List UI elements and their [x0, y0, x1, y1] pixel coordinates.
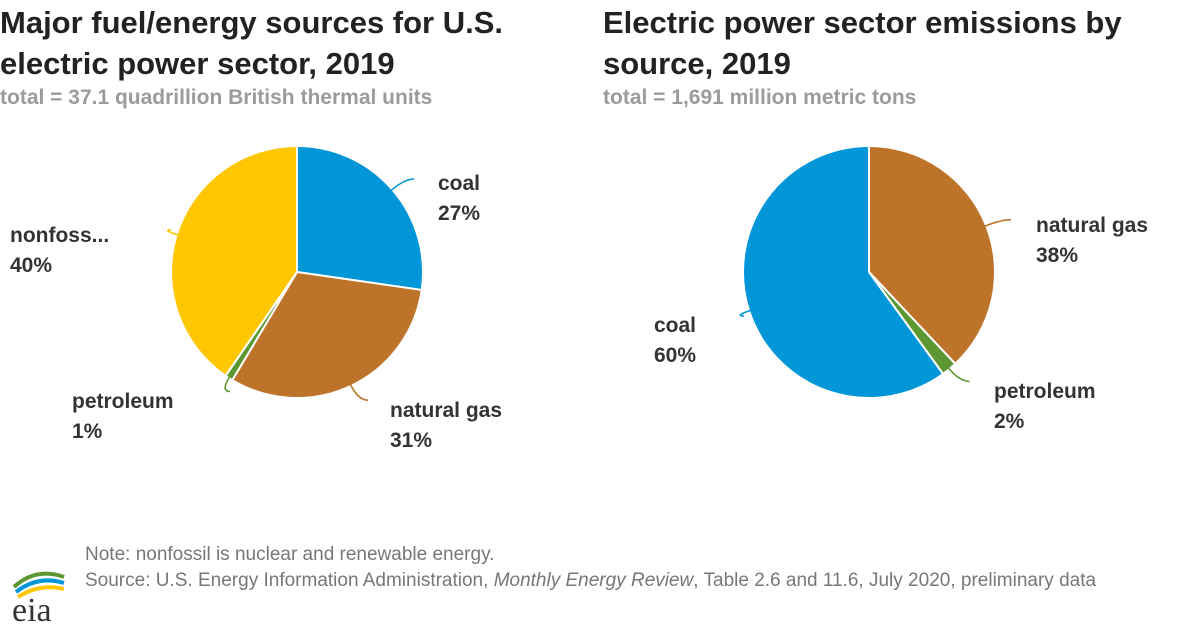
- leader-line-nonfoss: [166, 229, 179, 236]
- slice-label-coal: coal: [438, 172, 480, 195]
- slice-label-natural-gas: natural gas: [390, 399, 502, 422]
- pie-chart-fuel-sources: coal 27% natural gas 31% petroleum 1% nonfoss.…: [10, 144, 502, 452]
- leader-line-petroleum: [947, 366, 970, 383]
- slice-label-coal: coal: [654, 314, 696, 337]
- slice-value-coal: 27%: [438, 202, 480, 225]
- slice-label-natural-gas: natural gas: [1036, 214, 1148, 237]
- pie-chart-emissions: natural gas 38% petroleum 2% coal 60%: [654, 144, 1148, 433]
- logo-text: eia: [12, 592, 52, 625]
- slice-value-natural-gas: 38%: [1036, 244, 1078, 267]
- footer-source: Source: U.S. Energy Information Administ…: [85, 568, 1165, 594]
- slice-label-petroleum: petroleum: [72, 390, 174, 413]
- slice-label-nonfoss: nonfoss...: [10, 224, 109, 247]
- slice-label-petroleum: petroleum: [994, 380, 1096, 403]
- chart-subtitle-emissions: total = 1,691 million metric tons: [603, 86, 917, 109]
- slice-value-coal: 60%: [654, 344, 696, 367]
- footer-note: Note: nonfossil is nuclear and renewable…: [85, 544, 495, 565]
- source-suffix: , Table 2.6 and 11.6, July 2020, prelimi…: [693, 570, 1097, 591]
- slice-value-natural-gas: 31%: [390, 429, 432, 452]
- leader-line-coal: [739, 309, 752, 317]
- leader-line-petroleum: [224, 375, 231, 393]
- logo-arc-green: [12, 571, 65, 589]
- chart-title-emissions: Electric power sector emissions by sourc…: [603, 5, 1122, 81]
- logo-arc-blue: [14, 578, 65, 594]
- source-prefix: Source: U.S. Energy Information Administ…: [85, 570, 494, 591]
- slice-value-nonfoss: 40%: [10, 254, 52, 277]
- slice-value-petroleum: 2%: [994, 410, 1025, 433]
- slice-value-petroleum: 1%: [72, 420, 103, 443]
- chart-subtitle-fuel-sources: total = 37.1 quadrillion British thermal…: [0, 86, 433, 109]
- leader-line-natural-gas: [984, 218, 1012, 228]
- source-publication: Monthly Energy Review: [493, 570, 694, 591]
- leader-line-natural-gas: [349, 383, 369, 401]
- eia-logo: eia: [12, 571, 65, 625]
- leader-line-coal: [390, 178, 415, 192]
- logo-arc-yellow: [16, 585, 65, 599]
- chart-title-fuel-sources: Major fuel/energy sources for U.S. elect…: [0, 5, 504, 81]
- pie-slice-coal: [296, 144, 425, 292]
